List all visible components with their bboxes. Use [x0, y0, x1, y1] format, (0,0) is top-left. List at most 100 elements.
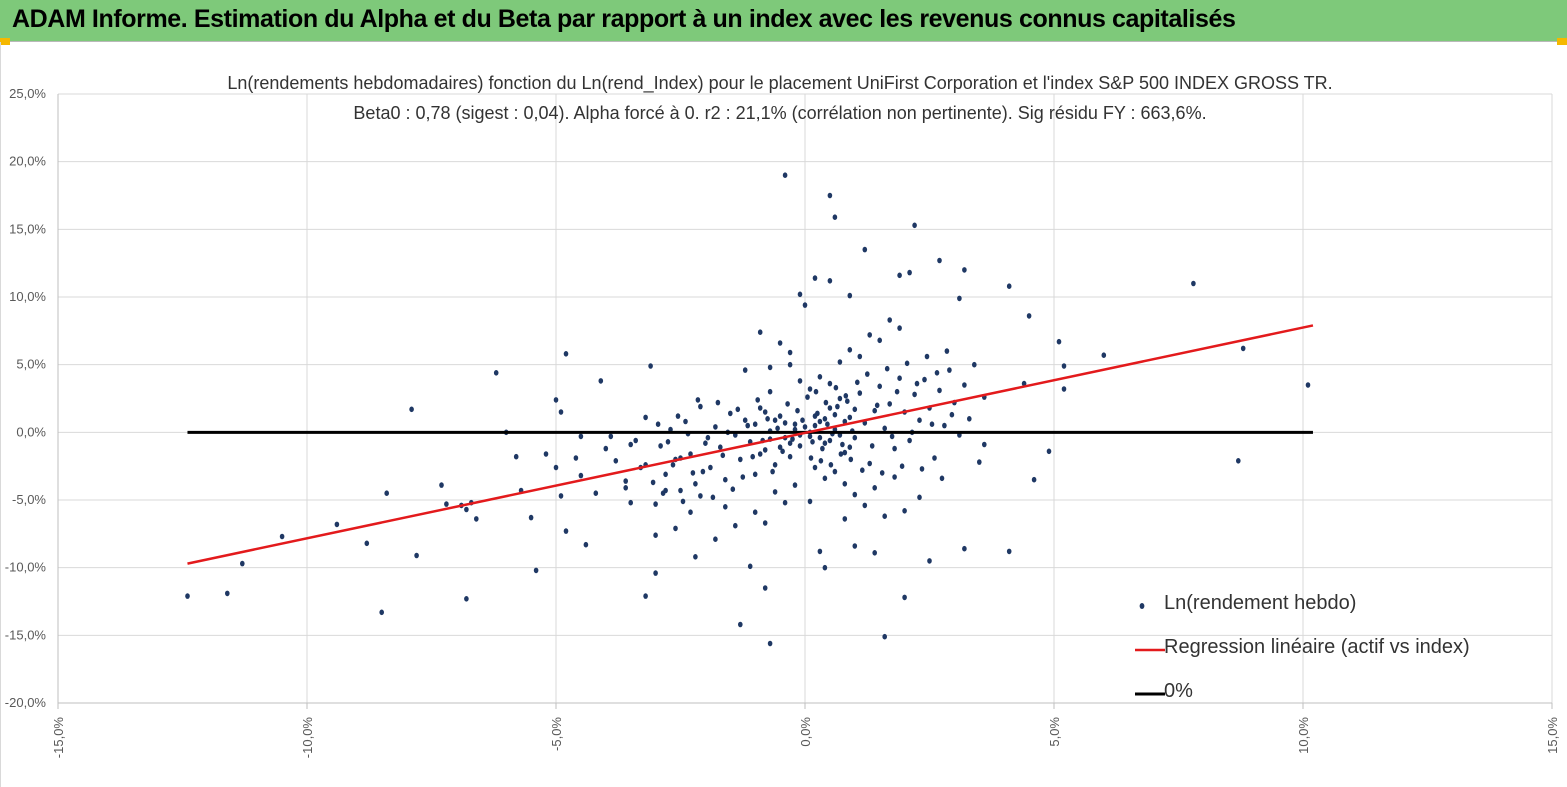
scatter-point: [887, 317, 892, 323]
scatter-point: [872, 485, 877, 491]
scatter-point: [894, 388, 900, 395]
scatter-point: [720, 452, 726, 459]
scatter-point: [279, 533, 285, 540]
scatter-point: [949, 411, 955, 418]
scatter-point: [802, 302, 808, 308]
scatter-point: [658, 443, 663, 449]
scatter-point: [745, 422, 750, 429]
scatter-point: [862, 502, 868, 509]
scatter-point: [225, 590, 230, 597]
scatter-point: [939, 475, 945, 482]
scatter-point: [897, 272, 902, 279]
scatter-point: [842, 418, 848, 425]
legend-item-points: Ln(rendement hebdo): [1135, 588, 1495, 632]
x-tick-label: 10,0%: [1296, 717, 1311, 754]
scatter-point: [924, 353, 930, 360]
scatter-point: [837, 395, 843, 402]
scatter-point: [922, 376, 927, 383]
scatter-point: [1031, 476, 1037, 483]
scatter-point: [1006, 283, 1012, 290]
scatter-point: [185, 593, 190, 599]
scatter-point: [805, 394, 810, 400]
scatter-point: [897, 375, 902, 382]
scatter-point: [770, 468, 775, 475]
scatter-point: [775, 425, 780, 432]
scatter-point: [827, 437, 833, 444]
scatter-point: [767, 388, 773, 395]
scatter-point: [917, 417, 922, 424]
scatter-point: [982, 441, 987, 448]
scatter-point: [822, 564, 828, 571]
x-tick-label: 5,0%: [1047, 717, 1062, 747]
scatter-point: [660, 490, 666, 497]
scatter-point: [842, 449, 848, 456]
scatter-point: [797, 443, 803, 449]
x-tick-labels: -15,0% -10,0% -5,0% 0,0% 5,0% 10,0% 15,0%: [51, 717, 1560, 759]
scatter-point: [847, 414, 853, 421]
scatter-points: [185, 172, 1311, 647]
scatter-point: [807, 498, 813, 505]
y-tick-label: -15,0%: [5, 627, 47, 642]
scatter-point: [633, 437, 638, 444]
scatter-point: [384, 490, 390, 497]
chart-title: Ln(rendements hebdomadaires) fonction du…: [60, 68, 1500, 128]
scatter-point: [817, 434, 823, 441]
scatter-point: [892, 445, 897, 452]
scatter-point: [553, 397, 559, 403]
scatter-point: [929, 421, 935, 428]
scatter-point: [792, 421, 798, 428]
header-banner: ADAM Informe. Estimation du Alpha et du …: [0, 0, 1567, 42]
scatter-point: [808, 455, 814, 461]
scatter-point: [787, 349, 793, 356]
scatter-point: [742, 367, 748, 373]
scatter-point: [762, 520, 768, 526]
scatter-point: [379, 609, 385, 616]
x-tick-label: 15,0%: [1545, 717, 1560, 754]
trend-lines: [187, 324, 1314, 565]
scatter-point: [828, 462, 834, 468]
scatter-point: [877, 337, 882, 344]
scatter-point: [578, 472, 584, 479]
scatter-point: [665, 439, 671, 445]
scatter-point: [807, 433, 813, 440]
scatter-point: [944, 348, 950, 354]
scatter-point: [914, 380, 920, 387]
scatter-point: [852, 434, 858, 441]
scatter-point: [832, 411, 838, 418]
chart-legend: Ln(rendement hebdo) Regression linéaire …: [1135, 588, 1495, 720]
scatter-point: [932, 455, 937, 461]
legend-label-points: Ln(rendement hebdo): [1164, 592, 1357, 614]
scatter-point: [553, 464, 559, 471]
scatter-point: [867, 332, 872, 338]
y-tick-labels: 25,0% 20,0% 15,0% 10,0% 5,0% 0,0% -5,0% -10,0% -…: [5, 86, 47, 710]
legend-item-regression: Regression linéaire (actif vs index): [1135, 632, 1495, 676]
scatter-point: [812, 275, 818, 281]
scatter-point: [1006, 548, 1012, 555]
scatter-point: [837, 359, 843, 365]
scatter-point: [812, 464, 818, 471]
scatter-point: [750, 453, 755, 460]
scatter-point: [827, 380, 833, 387]
scatter-point: [848, 456, 854, 463]
scatter-point: [812, 422, 818, 429]
scatter-point: [912, 222, 917, 229]
scatter-point: [643, 593, 648, 599]
scatter-point: [533, 567, 539, 574]
legend-dot-icon: [1139, 603, 1145, 609]
scatter-point: [934, 370, 940, 376]
scatter-point: [474, 516, 479, 522]
scatter-point: [852, 543, 858, 549]
right-corner-mark: [1557, 38, 1567, 45]
scatter-point: [904, 360, 910, 367]
scatter-point: [827, 278, 833, 284]
scatter-point: [967, 416, 972, 422]
scatter-point: [902, 508, 907, 514]
scatter-point: [907, 437, 912, 444]
y-tick-label: 10,0%: [9, 289, 46, 304]
scatter-point: [847, 292, 853, 299]
scatter-point: [653, 501, 658, 507]
scatter-point: [887, 401, 892, 407]
y-tick-label: -10,0%: [5, 560, 47, 575]
axis-lines: [57, 94, 1553, 709]
chart-title-line-1: Ln(rendements hebdomadaires) fonction du…: [227, 73, 1333, 93]
